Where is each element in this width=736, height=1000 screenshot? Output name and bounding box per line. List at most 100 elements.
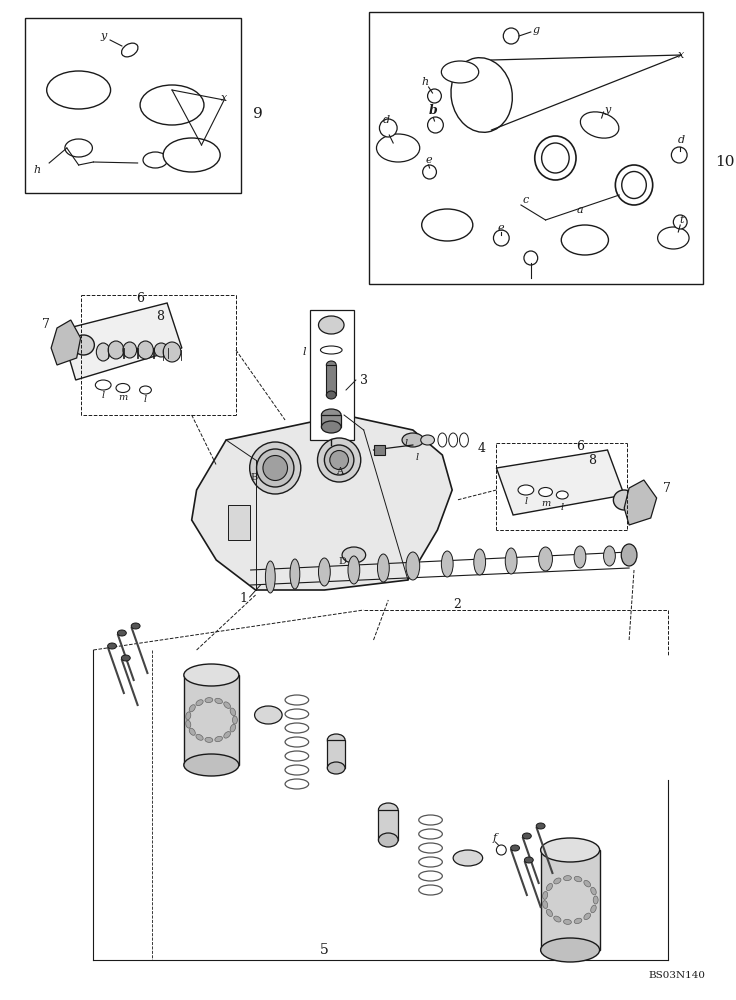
- Ellipse shape: [539, 488, 553, 496]
- Ellipse shape: [438, 433, 447, 447]
- Circle shape: [496, 845, 506, 855]
- Ellipse shape: [542, 143, 569, 173]
- Polygon shape: [624, 480, 657, 525]
- Ellipse shape: [604, 546, 615, 566]
- Text: l: l: [303, 347, 306, 357]
- Circle shape: [422, 165, 436, 179]
- Ellipse shape: [215, 736, 222, 742]
- Ellipse shape: [342, 547, 366, 563]
- Text: e: e: [425, 155, 432, 165]
- Ellipse shape: [322, 421, 341, 433]
- Ellipse shape: [523, 833, 531, 839]
- Text: c: c: [523, 195, 529, 205]
- Text: D: D: [338, 556, 346, 566]
- Ellipse shape: [320, 346, 342, 354]
- Ellipse shape: [525, 857, 534, 863]
- Text: x: x: [221, 93, 227, 103]
- Circle shape: [503, 28, 519, 44]
- Text: e: e: [498, 223, 505, 233]
- Ellipse shape: [377, 134, 420, 162]
- Ellipse shape: [290, 559, 300, 589]
- Ellipse shape: [263, 456, 288, 481]
- Text: 8: 8: [588, 454, 595, 466]
- Text: h: h: [421, 77, 428, 87]
- Ellipse shape: [189, 728, 195, 735]
- Ellipse shape: [65, 139, 93, 157]
- Text: f: f: [492, 833, 497, 843]
- Circle shape: [673, 215, 687, 229]
- Text: d: d: [383, 115, 390, 125]
- Bar: [184, 675, 239, 765]
- Circle shape: [380, 119, 397, 137]
- Ellipse shape: [184, 664, 239, 686]
- Text: 3: 3: [360, 373, 368, 386]
- Ellipse shape: [542, 901, 548, 909]
- Ellipse shape: [326, 391, 336, 399]
- Ellipse shape: [546, 909, 553, 916]
- Ellipse shape: [73, 335, 94, 355]
- Ellipse shape: [442, 551, 453, 577]
- Ellipse shape: [422, 209, 473, 241]
- Text: 7: 7: [662, 482, 670, 494]
- Ellipse shape: [330, 450, 348, 470]
- Ellipse shape: [564, 876, 571, 881]
- Ellipse shape: [378, 833, 398, 847]
- Ellipse shape: [163, 342, 181, 362]
- Ellipse shape: [250, 442, 301, 494]
- Ellipse shape: [185, 712, 191, 720]
- Ellipse shape: [511, 845, 520, 851]
- Bar: [374, 445, 386, 455]
- Ellipse shape: [556, 491, 568, 499]
- Ellipse shape: [205, 737, 213, 742]
- Ellipse shape: [325, 445, 354, 475]
- Ellipse shape: [328, 762, 345, 774]
- Ellipse shape: [140, 85, 204, 125]
- Bar: [310, 310, 354, 440]
- Text: t: t: [679, 215, 684, 225]
- Ellipse shape: [402, 433, 424, 447]
- Circle shape: [428, 89, 442, 103]
- Bar: [328, 740, 345, 768]
- Text: x: x: [678, 50, 684, 60]
- Text: 6: 6: [137, 292, 144, 304]
- Text: d: d: [678, 135, 684, 145]
- Ellipse shape: [319, 316, 344, 334]
- Text: 1: 1: [240, 591, 248, 604]
- Text: 9: 9: [252, 107, 262, 121]
- Ellipse shape: [474, 549, 486, 575]
- Ellipse shape: [615, 165, 653, 205]
- Ellipse shape: [118, 630, 127, 636]
- Text: 7: 7: [42, 318, 50, 332]
- Ellipse shape: [131, 623, 140, 629]
- Ellipse shape: [442, 61, 478, 83]
- Bar: [228, 505, 250, 540]
- Text: y: y: [100, 31, 106, 41]
- Ellipse shape: [657, 227, 689, 249]
- Ellipse shape: [319, 558, 330, 586]
- Text: BS03N140: BS03N140: [648, 970, 706, 980]
- Text: l: l: [404, 438, 408, 448]
- Text: b: b: [429, 104, 438, 116]
- Text: B: B: [250, 474, 258, 483]
- Ellipse shape: [233, 716, 238, 724]
- Ellipse shape: [562, 225, 609, 255]
- Circle shape: [524, 251, 538, 265]
- Ellipse shape: [322, 409, 341, 421]
- Ellipse shape: [574, 876, 582, 882]
- Ellipse shape: [140, 386, 152, 394]
- Ellipse shape: [96, 343, 110, 361]
- Ellipse shape: [453, 850, 483, 866]
- Ellipse shape: [230, 708, 236, 716]
- Circle shape: [428, 117, 443, 133]
- Ellipse shape: [553, 878, 561, 884]
- Ellipse shape: [581, 112, 619, 138]
- Ellipse shape: [196, 700, 203, 706]
- Ellipse shape: [564, 919, 571, 924]
- Text: m: m: [118, 393, 127, 402]
- Ellipse shape: [553, 916, 561, 922]
- Bar: [322, 415, 341, 427]
- Circle shape: [671, 147, 687, 163]
- Ellipse shape: [96, 380, 111, 390]
- Ellipse shape: [406, 552, 420, 580]
- Ellipse shape: [546, 884, 553, 891]
